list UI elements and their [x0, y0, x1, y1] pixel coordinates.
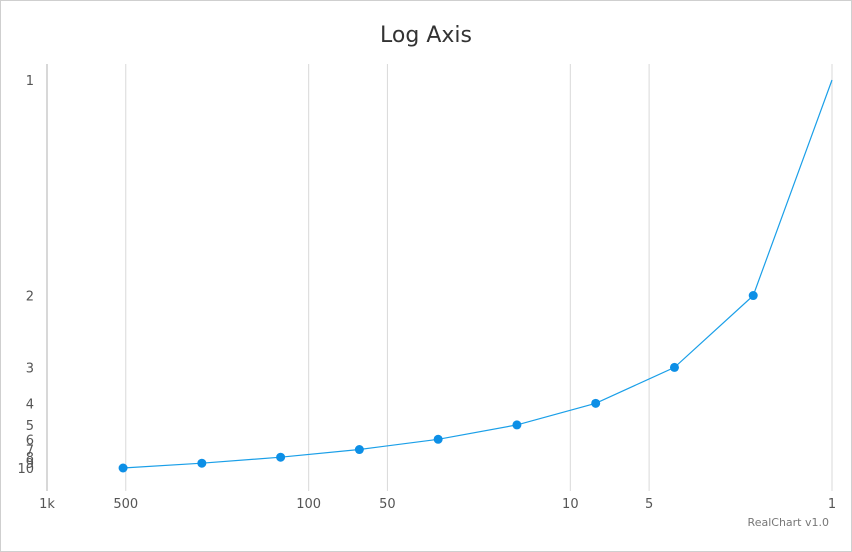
series-line — [123, 79, 833, 469]
data-point — [276, 452, 286, 462]
x-tick-label: 1 — [828, 497, 836, 512]
data-point — [354, 445, 364, 455]
data-point — [669, 362, 679, 372]
x-tick-label: 50 — [379, 497, 396, 512]
x-tick-label: 10 — [562, 497, 579, 512]
data-point — [118, 463, 128, 473]
y-tick-label: 4 — [26, 397, 34, 412]
x-tick-label: 500 — [113, 497, 138, 512]
y-tick-label: 7 — [26, 444, 34, 459]
y-tick-label: 6 — [26, 433, 34, 448]
data-point — [591, 398, 601, 408]
y-tick-label: 9 — [26, 457, 34, 472]
x-tick-label: 5 — [645, 497, 653, 512]
x-tick-label: 1k — [39, 497, 55, 512]
data-point — [197, 458, 207, 468]
data-point — [433, 434, 443, 444]
y-tick-label: 1 — [26, 74, 34, 89]
chart-title: Log Axis — [380, 23, 472, 48]
y-tick-label: 8 — [26, 451, 34, 466]
y-tick-label: 3 — [26, 361, 34, 376]
x-tick-label: 100 — [296, 497, 321, 512]
y-tick-label: 2 — [26, 290, 34, 305]
y-tick-label: 5 — [26, 419, 34, 434]
data-point — [748, 291, 758, 301]
credit-label: RealChart v1.0 — [747, 516, 829, 529]
data-point — [512, 420, 522, 430]
y-tick-label: 10 — [17, 462, 34, 477]
